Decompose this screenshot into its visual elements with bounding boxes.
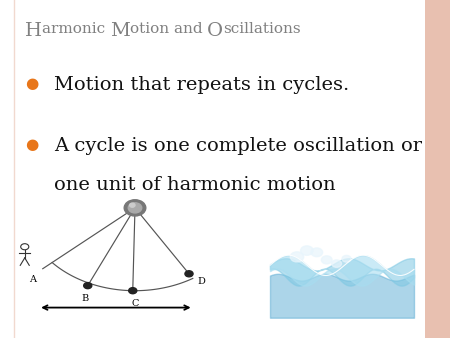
Text: B: B: [82, 294, 89, 303]
Text: D: D: [197, 277, 205, 286]
Circle shape: [342, 256, 351, 262]
Text: A cycle is one complete oscillation or: A cycle is one complete oscillation or: [54, 137, 422, 155]
Text: otion: otion: [130, 22, 174, 36]
Circle shape: [124, 200, 146, 216]
Text: scillations: scillations: [223, 22, 301, 36]
Circle shape: [129, 288, 137, 294]
Text: armonic: armonic: [42, 22, 110, 36]
Circle shape: [290, 252, 304, 262]
Text: ●: ●: [25, 137, 38, 152]
Bar: [425, 0, 450, 338]
Circle shape: [130, 203, 135, 207]
Text: O: O: [207, 22, 223, 40]
Circle shape: [185, 271, 193, 277]
Text: and: and: [174, 22, 207, 36]
Text: M: M: [110, 22, 130, 40]
Text: H: H: [25, 22, 42, 40]
Text: A: A: [29, 275, 36, 285]
Circle shape: [84, 283, 92, 289]
Circle shape: [332, 260, 342, 267]
Text: C: C: [131, 299, 139, 308]
Circle shape: [311, 248, 323, 257]
Text: ●: ●: [25, 76, 38, 91]
Text: one unit of harmonic motion: one unit of harmonic motion: [54, 176, 336, 194]
Circle shape: [301, 246, 313, 255]
Text: Motion that repeats in cycles.: Motion that repeats in cycles.: [54, 76, 349, 94]
Circle shape: [321, 256, 332, 264]
Circle shape: [128, 203, 142, 213]
